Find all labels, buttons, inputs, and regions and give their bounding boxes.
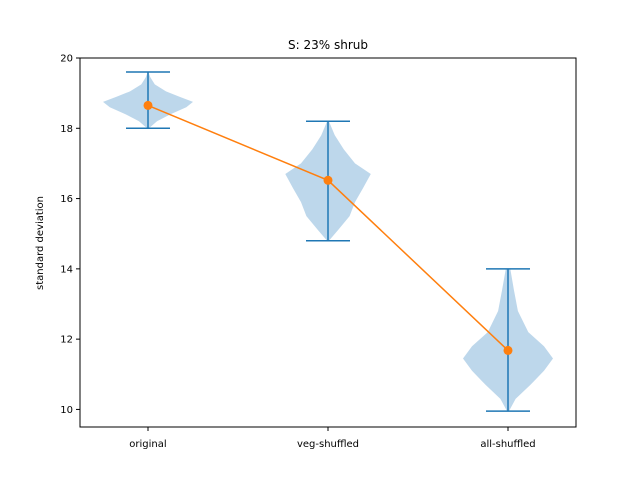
y-axis: 10 12 14 16 18 20 — [60, 54, 80, 416]
y-tick-label: 10 — [60, 405, 73, 416]
violins-layer — [103, 71, 553, 412]
chart-title: S: 23% shrub — [288, 38, 368, 52]
y-tick-label: 20 — [60, 54, 73, 65]
y-tick-label: 12 — [60, 335, 73, 346]
series-layer — [143, 100, 513, 355]
x-tick-label: all-shuffled — [480, 439, 535, 450]
y-tick-label: 18 — [60, 124, 73, 135]
x-tick-label: veg-shuffled — [297, 439, 359, 450]
y-tick-label: 14 — [60, 264, 73, 275]
y-axis-label: standard deviation — [35, 196, 46, 290]
series-point — [323, 175, 333, 185]
x-axis: original veg-shuffled all-shuffled — [129, 427, 536, 450]
y-tick-label: 16 — [60, 194, 73, 205]
series-point — [143, 100, 153, 110]
x-tick-label: original — [129, 439, 166, 450]
series-point — [503, 345, 513, 355]
